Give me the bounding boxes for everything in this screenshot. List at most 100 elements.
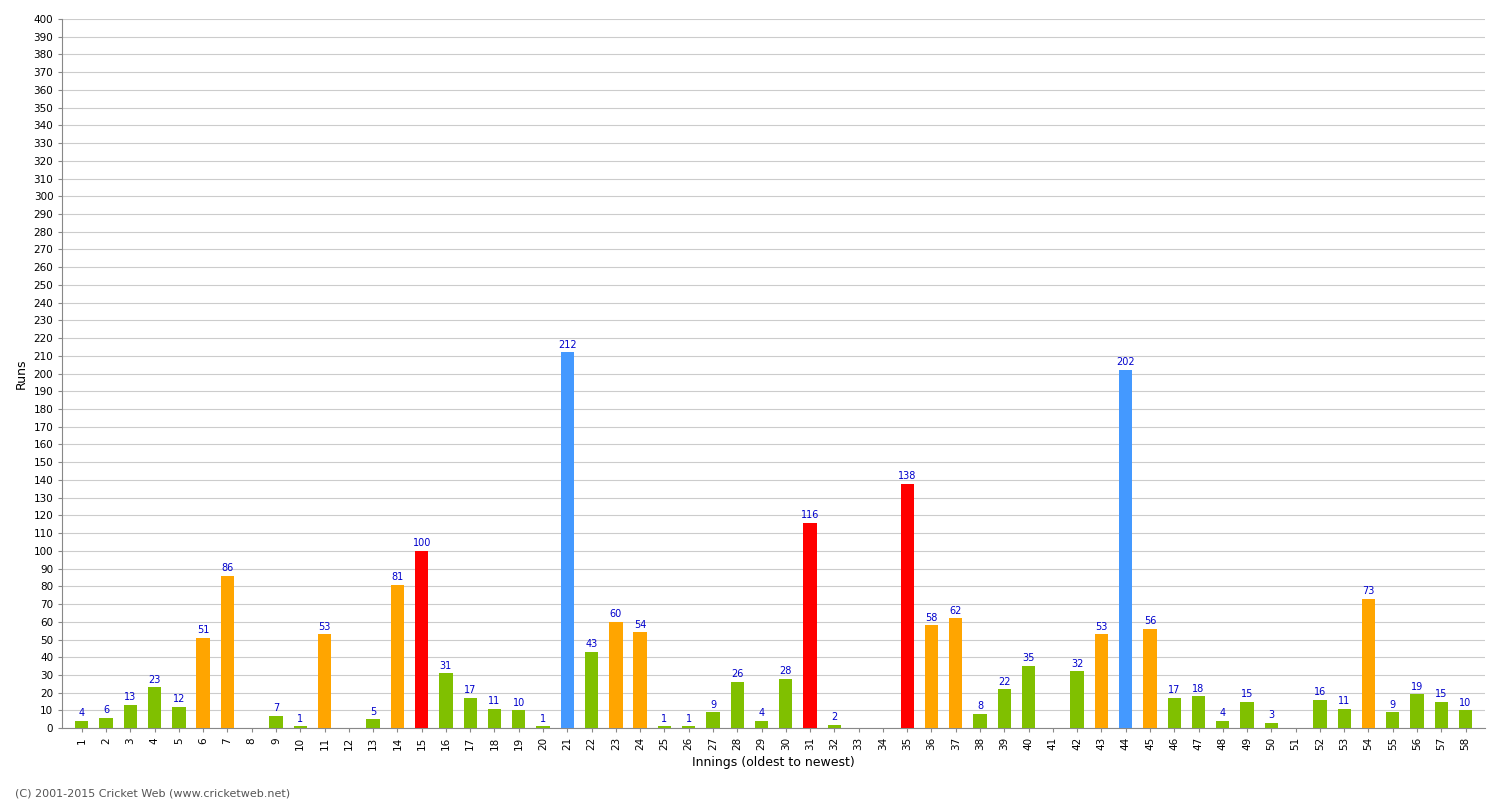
Bar — [148, 687, 162, 728]
Bar — [390, 585, 404, 728]
Text: 116: 116 — [801, 510, 819, 520]
Text: 53: 53 — [318, 622, 330, 631]
Text: 3: 3 — [1269, 710, 1275, 720]
Y-axis label: Runs: Runs — [15, 358, 28, 389]
Text: 26: 26 — [730, 670, 744, 679]
Text: 138: 138 — [898, 471, 916, 481]
Bar — [416, 551, 429, 728]
Text: 56: 56 — [1144, 616, 1156, 626]
Text: 4: 4 — [1220, 709, 1226, 718]
Text: 9: 9 — [1389, 699, 1396, 710]
Bar — [804, 522, 818, 728]
Text: 54: 54 — [634, 620, 646, 630]
Text: 2: 2 — [831, 712, 837, 722]
Bar — [1410, 694, 1424, 728]
Text: 16: 16 — [1314, 687, 1326, 697]
Text: 58: 58 — [926, 613, 938, 622]
Bar — [440, 674, 453, 728]
Bar — [1143, 629, 1156, 728]
Bar — [1095, 634, 1108, 728]
Bar — [1192, 696, 1204, 728]
Text: 18: 18 — [1192, 683, 1204, 694]
Text: 4: 4 — [78, 709, 86, 718]
Text: 43: 43 — [585, 639, 597, 650]
Text: 35: 35 — [1023, 654, 1035, 663]
Text: 1: 1 — [662, 714, 668, 724]
Text: 15: 15 — [1436, 689, 1448, 699]
Bar — [657, 726, 670, 728]
Text: 5: 5 — [370, 706, 376, 717]
Text: 202: 202 — [1116, 358, 1136, 367]
Text: 15: 15 — [1240, 689, 1254, 699]
Bar — [294, 726, 307, 728]
Bar — [633, 633, 646, 728]
Text: 62: 62 — [950, 606, 962, 615]
Bar — [1022, 666, 1035, 728]
Text: 81: 81 — [392, 572, 404, 582]
Text: 28: 28 — [780, 666, 792, 676]
Bar — [926, 626, 938, 728]
Text: 100: 100 — [413, 538, 430, 548]
Text: 23: 23 — [148, 674, 160, 685]
Text: 53: 53 — [1095, 622, 1107, 631]
Bar — [950, 618, 963, 728]
Bar — [1216, 721, 1230, 728]
Text: 9: 9 — [710, 699, 716, 710]
Bar — [270, 716, 282, 728]
Bar — [609, 622, 622, 728]
Text: (C) 2001-2015 Cricket Web (www.cricketweb.net): (C) 2001-2015 Cricket Web (www.cricketwe… — [15, 788, 290, 798]
Text: 1: 1 — [540, 714, 546, 724]
Text: 10: 10 — [513, 698, 525, 708]
Bar — [1312, 700, 1326, 728]
Text: 13: 13 — [124, 693, 136, 702]
Bar — [512, 710, 525, 728]
Bar — [1264, 723, 1278, 728]
Bar — [754, 721, 768, 728]
Bar — [561, 352, 574, 728]
Bar — [998, 689, 1011, 728]
Bar — [537, 726, 549, 728]
Bar — [1119, 370, 1132, 728]
Bar — [1167, 698, 1180, 728]
Text: 32: 32 — [1071, 658, 1083, 669]
Bar — [828, 725, 842, 728]
Bar — [1386, 712, 1400, 728]
X-axis label: Innings (oldest to newest): Innings (oldest to newest) — [693, 756, 855, 769]
Text: 19: 19 — [1412, 682, 1424, 692]
Bar — [1460, 710, 1473, 728]
Bar — [706, 712, 720, 728]
Bar — [99, 718, 112, 728]
Bar — [778, 678, 792, 728]
Text: 1: 1 — [297, 714, 303, 724]
Text: 22: 22 — [998, 677, 1011, 686]
Text: 51: 51 — [196, 625, 210, 635]
Text: 212: 212 — [558, 340, 576, 350]
Bar — [318, 634, 332, 728]
Text: 1: 1 — [686, 714, 692, 724]
Bar — [366, 719, 380, 728]
Bar — [682, 726, 696, 728]
Text: 17: 17 — [464, 686, 477, 695]
Bar — [900, 483, 914, 728]
Text: 7: 7 — [273, 703, 279, 713]
Text: 10: 10 — [1460, 698, 1472, 708]
Text: 6: 6 — [104, 705, 110, 715]
Text: 60: 60 — [609, 609, 622, 619]
Bar — [1338, 709, 1352, 728]
Bar — [730, 682, 744, 728]
Text: 11: 11 — [489, 696, 501, 706]
Bar — [1071, 671, 1084, 728]
Text: 17: 17 — [1168, 686, 1180, 695]
Bar — [974, 714, 987, 728]
Bar — [220, 576, 234, 728]
Bar — [123, 705, 136, 728]
Bar — [1434, 702, 1448, 728]
Text: 12: 12 — [172, 694, 184, 704]
Bar — [464, 698, 477, 728]
Bar — [585, 652, 598, 728]
Text: 73: 73 — [1362, 586, 1374, 596]
Text: 31: 31 — [440, 661, 452, 670]
Text: 86: 86 — [222, 563, 234, 573]
Bar — [1362, 598, 1376, 728]
Bar — [1240, 702, 1254, 728]
